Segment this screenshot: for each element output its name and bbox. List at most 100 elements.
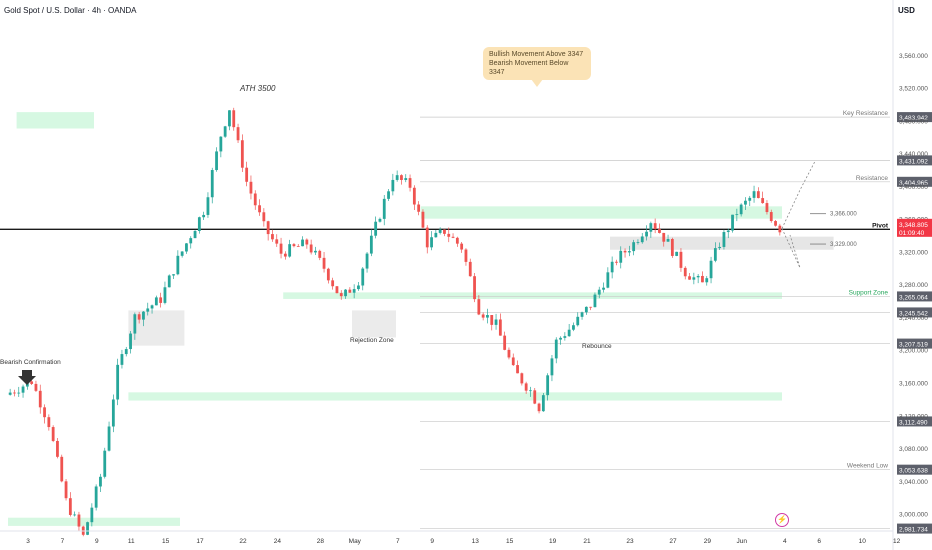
candle-body <box>541 395 545 412</box>
candle-body <box>739 204 743 215</box>
candle-body <box>348 289 352 293</box>
candle <box>391 173 395 196</box>
y-tick-0: 3,000.000 <box>899 512 928 519</box>
candle-body <box>38 390 42 408</box>
candle-body <box>245 167 249 182</box>
candle-body <box>47 417 51 428</box>
annotation-rejection: Rejection Zone <box>350 337 394 344</box>
candle <box>344 288 347 299</box>
y-tick-7: 3,280.000 <box>899 282 928 289</box>
x-tick-2: 9 <box>95 538 99 545</box>
candle <box>460 242 464 253</box>
candle <box>761 191 765 204</box>
candle-body <box>395 175 399 180</box>
candle <box>283 251 287 260</box>
candle-body <box>563 336 567 338</box>
candle-body <box>438 229 442 233</box>
candle-body <box>94 486 98 508</box>
current-price-tag <box>897 218 932 237</box>
candle-body <box>507 349 511 358</box>
candle-body <box>627 251 631 253</box>
candle-body <box>765 203 769 213</box>
candle <box>602 282 605 293</box>
candle <box>623 248 627 258</box>
candle <box>77 511 81 532</box>
candle-body <box>232 110 236 128</box>
level-tag-text-2: 3,404.965 <box>899 180 928 187</box>
candle <box>301 236 304 247</box>
x-tick-20: 4 <box>783 538 787 545</box>
level-tag-0 <box>897 112 932 123</box>
candle-body <box>271 234 274 240</box>
candle-body <box>593 294 597 308</box>
candle-body <box>365 253 369 269</box>
x-tick-17: 27 <box>669 538 677 545</box>
candle <box>529 386 532 397</box>
candle <box>326 267 330 284</box>
candle-body <box>559 337 562 340</box>
y-tick-8: 3,320.000 <box>899 249 928 256</box>
candle <box>713 242 717 263</box>
candle <box>653 218 657 234</box>
candle <box>228 110 231 131</box>
candle-body <box>296 246 300 247</box>
candle-body <box>434 232 438 238</box>
candle <box>550 355 554 382</box>
candle <box>473 273 476 303</box>
candle <box>68 492 72 517</box>
candle-body <box>189 238 193 244</box>
candle <box>378 217 382 223</box>
candle-body <box>387 191 390 199</box>
candle <box>636 239 640 245</box>
candle-body <box>215 151 218 171</box>
candle <box>249 175 253 200</box>
level-tag-text-9: 2,981.734 <box>899 527 928 534</box>
note-line-2: Bearish Movement Below 3347 <box>489 60 569 76</box>
currency-label[interactable]: USD <box>898 6 915 15</box>
candle <box>400 174 403 185</box>
candle <box>94 484 98 511</box>
level-tag-text-1: 3,431.092 <box>899 158 928 165</box>
candle <box>172 274 175 280</box>
candle-body <box>649 223 653 232</box>
candle-body <box>197 217 201 232</box>
candle-body <box>546 375 550 396</box>
level-tag-7 <box>897 416 932 427</box>
candle-body <box>756 191 760 199</box>
level-tag-9 <box>897 523 932 534</box>
consolidation-zone-1 <box>352 310 396 338</box>
candle-body <box>670 238 674 256</box>
candle <box>559 336 562 345</box>
level-name-3: Pivot <box>872 222 889 229</box>
level-name-2: Resistance <box>856 175 889 182</box>
candle <box>296 244 300 247</box>
candle <box>490 314 494 331</box>
candle-body <box>129 333 132 350</box>
candle-body <box>769 212 773 222</box>
candle <box>705 276 709 286</box>
candle <box>73 511 77 517</box>
candle-body <box>288 244 292 257</box>
level-name-4: Support Zone <box>849 289 889 296</box>
candle-body <box>99 476 102 487</box>
y-tick-6: 3,240.000 <box>899 315 928 322</box>
candle-body <box>636 242 640 243</box>
candle-body <box>378 218 382 222</box>
candle <box>430 231 433 251</box>
candle-body <box>77 514 81 527</box>
candle-body <box>400 175 403 180</box>
candle-body <box>679 251 683 268</box>
candle-body <box>357 285 360 290</box>
x-tick-10: 7 <box>396 538 400 545</box>
candle <box>425 225 429 254</box>
lightning-icon[interactable]: ⚡ <box>775 513 789 527</box>
candle <box>142 311 145 327</box>
candle <box>606 267 610 289</box>
candle <box>481 312 485 321</box>
candle-body <box>744 200 747 205</box>
candle <box>202 211 206 220</box>
candle <box>464 248 468 266</box>
candle <box>107 421 111 452</box>
candle <box>146 302 150 316</box>
